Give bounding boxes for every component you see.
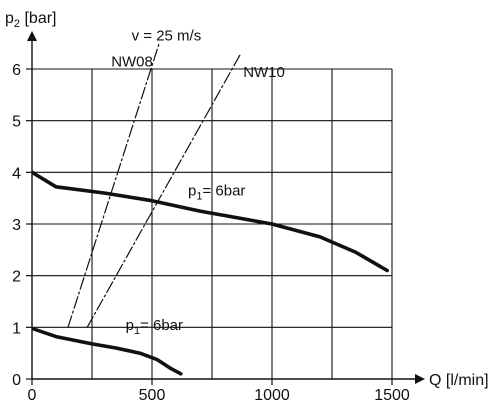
series-label-4: NW10 <box>243 64 285 81</box>
axes: 0 500 1000 1500 0 1 2 3 4 5 6 <box>12 31 425 404</box>
series-label-3: NW08 <box>111 53 153 70</box>
annotation-1: v = 25 m/s <box>132 28 202 45</box>
x-tick-label: 1500 <box>374 387 410 404</box>
series-label-2: p1= 6bar <box>126 317 183 337</box>
series-line-1 <box>32 170 389 273</box>
series-line-3 <box>67 42 160 328</box>
y-tick-label: 6 <box>12 62 21 79</box>
y-tick-label: 2 <box>12 269 21 286</box>
x-tick-label: 1000 <box>254 387 290 404</box>
y-tick-label: 4 <box>12 165 21 182</box>
y-axis-label: p2 [bar] <box>5 10 57 30</box>
grid <box>32 68 393 379</box>
series-line-2 <box>32 326 183 376</box>
y-tick-label: 0 <box>12 372 21 389</box>
series-label-1: p1= 6bar <box>188 183 245 203</box>
y-tick-label: 3 <box>12 217 21 234</box>
y-tick-label: 1 <box>12 320 21 337</box>
series-group <box>32 42 389 376</box>
x-tick-label: 0 <box>28 387 37 404</box>
x-tick-label: 500 <box>139 387 166 404</box>
series-line-4 <box>86 52 242 328</box>
y-tick-label: 5 <box>12 114 21 131</box>
labels-group: Q [l/min] p2 [bar] p1= 6bar p1= 6bar NW08 NW1… <box>5 10 489 389</box>
x-axis-label: Q [l/min] <box>429 372 489 389</box>
